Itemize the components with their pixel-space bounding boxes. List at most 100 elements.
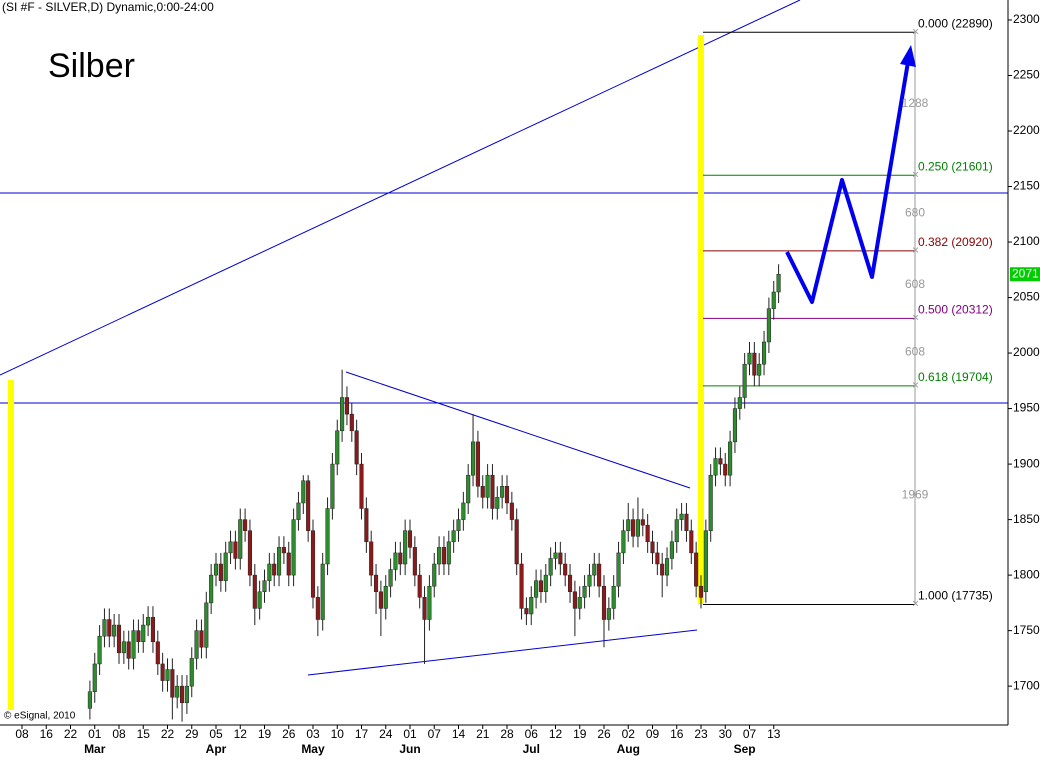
candle-body <box>524 608 529 615</box>
candle-body <box>543 574 548 593</box>
x-tick-label: 03 <box>306 727 320 741</box>
triangle-upper <box>345 371 691 489</box>
candle-body <box>306 480 311 531</box>
candle-body <box>296 502 301 520</box>
candle-body <box>461 502 466 520</box>
candle-body <box>679 513 684 520</box>
y-tick-label: 1850 <box>1013 512 1040 526</box>
candle-body <box>349 413 354 432</box>
triangle-lower <box>307 629 698 676</box>
candle-body <box>97 635 102 665</box>
candle-body <box>752 352 757 376</box>
candle-body <box>189 658 194 687</box>
x-tick-label: 06 <box>525 727 539 741</box>
candle-body <box>577 597 582 609</box>
candle-body <box>456 519 461 531</box>
candle-body <box>393 552 398 570</box>
candle-body <box>131 630 136 659</box>
candle-body <box>451 530 456 543</box>
candle-body <box>689 530 694 554</box>
candle-body <box>558 552 563 565</box>
candle-body <box>761 341 767 365</box>
candle-body <box>170 669 175 698</box>
x-tick-label: 28 <box>500 727 514 741</box>
x-tick-label: 15 <box>137 727 151 741</box>
candle-body <box>582 585 587 598</box>
fib-label: 0.500 (20312) <box>918 303 993 317</box>
candle-body <box>112 624 117 637</box>
candle-body <box>485 474 490 498</box>
candle-body <box>247 530 252 576</box>
candle-body <box>155 641 160 665</box>
x-tick-label: 24 <box>379 727 393 741</box>
candle-body <box>587 574 592 587</box>
candle-body <box>359 463 364 509</box>
x-tick-label: 16 <box>40 727 54 741</box>
candle-body <box>640 519 645 526</box>
candle-body <box>621 530 626 554</box>
candle-body <box>184 685 189 704</box>
x-tick-label: 08 <box>112 727 126 741</box>
candle-body <box>766 308 771 343</box>
candle-body <box>592 563 597 576</box>
candle-body <box>601 585 607 620</box>
x-tick-label: 12 <box>549 727 563 741</box>
candle-body <box>364 508 369 543</box>
x-tick-label: 01 <box>403 727 417 741</box>
candle-body <box>470 441 476 476</box>
annotation: Silber <box>48 47 135 85</box>
x-tick-label: 17 <box>355 727 369 741</box>
y-tick-label: 2000 <box>1013 345 1040 359</box>
candle-body <box>107 619 112 637</box>
month-label: Jul <box>523 742 540 756</box>
candle-body <box>330 463 335 509</box>
candle-body <box>301 480 306 504</box>
candle-body <box>674 519 679 543</box>
projection <box>785 45 916 304</box>
candle-body <box>146 617 151 626</box>
credit: © eSignal, 2010 <box>4 711 76 722</box>
y-tick-label: 1700 <box>1013 678 1040 692</box>
candle-body <box>466 474 471 504</box>
candle-body <box>369 541 374 576</box>
candle-body <box>567 574 573 593</box>
candle-body <box>179 685 185 704</box>
candle-body <box>102 619 107 637</box>
fib-marker: × <box>912 378 919 392</box>
fib-marker: × <box>912 167 919 181</box>
candle-body <box>150 617 155 642</box>
candle-body <box>529 597 534 615</box>
candle-body <box>204 602 209 648</box>
y-tick-label: 2100 <box>1013 234 1040 248</box>
candle-body <box>194 630 199 659</box>
candle-body <box>534 580 539 598</box>
candle-body <box>553 552 558 559</box>
candle-body <box>660 563 665 576</box>
candle-body <box>723 463 728 476</box>
candle-body <box>684 513 689 531</box>
fib-label: 0.382 (20920) <box>918 235 993 249</box>
candle-body <box>209 574 214 604</box>
candle-body <box>233 541 238 559</box>
x-tick-label: 30 <box>719 727 733 741</box>
candle-body <box>480 486 485 498</box>
candle-body <box>267 563 272 581</box>
candle-body <box>252 574 257 609</box>
y-tick-label: 1800 <box>1013 567 1040 581</box>
candle-body <box>757 363 762 376</box>
fib-distance: 608 <box>905 277 925 291</box>
candle-body <box>412 547 417 576</box>
x-tick-label: 23 <box>694 727 708 741</box>
y-tick-label: 2300 <box>1013 12 1040 26</box>
x-tick-label: 29 <box>185 727 199 741</box>
candle-body <box>136 630 141 642</box>
candle-body <box>441 547 446 565</box>
candle-body <box>116 624 122 654</box>
fib-label: 0.250 (21601) <box>918 159 993 173</box>
trend-line <box>0 0 801 376</box>
x-tick-label: 01 <box>88 727 102 741</box>
candle-body <box>708 474 713 531</box>
x-tick-label: 16 <box>670 727 684 741</box>
fib-label: 0.618 (19704) <box>918 370 993 384</box>
